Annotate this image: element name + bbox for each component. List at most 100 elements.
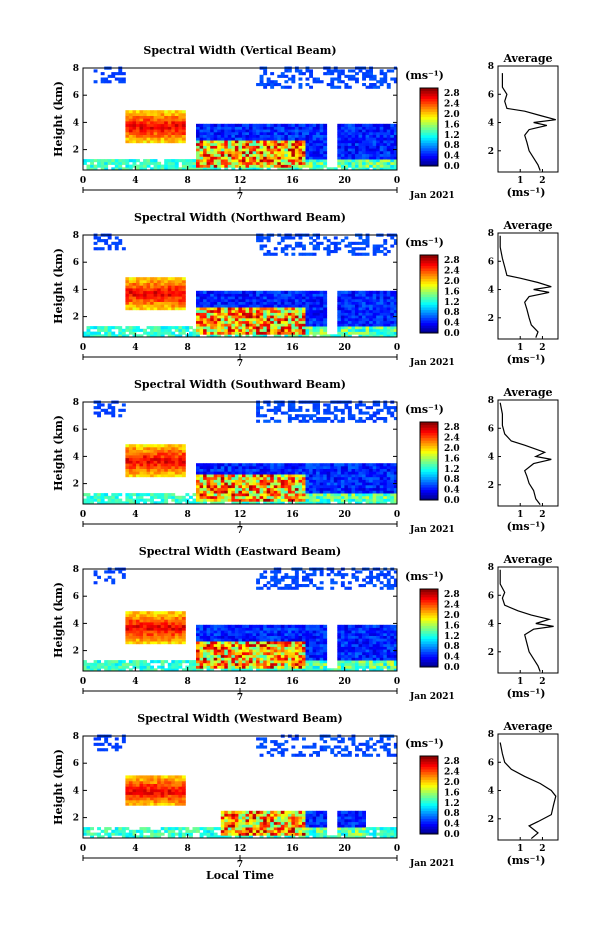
heat-cell xyxy=(157,288,161,291)
heat-cell xyxy=(383,403,387,406)
heat-cell xyxy=(337,69,341,72)
heat-cell xyxy=(352,493,356,496)
heat-cell xyxy=(334,414,338,417)
heat-cell xyxy=(242,469,246,472)
heat-cell xyxy=(299,466,303,469)
heat-cell xyxy=(376,127,380,130)
heat-cell xyxy=(348,291,352,294)
heat-cell xyxy=(330,78,334,81)
heat-cell xyxy=(344,406,348,409)
heat-cell xyxy=(140,283,144,286)
heat-cell xyxy=(313,321,317,324)
heat-cell xyxy=(348,412,352,415)
heat-cell xyxy=(341,143,345,146)
heat-cell xyxy=(380,466,384,469)
heat-cell xyxy=(164,291,168,294)
heat-cell xyxy=(270,296,274,299)
heat-cell xyxy=(366,499,370,502)
heat-cell xyxy=(341,420,345,423)
heat-cell xyxy=(210,625,214,628)
heat-cell xyxy=(164,614,168,617)
heat-cell xyxy=(344,329,348,332)
heat-cell xyxy=(140,447,144,450)
colorbar-tick-label: 0.8 xyxy=(444,475,460,485)
heat-cell xyxy=(277,165,281,168)
heat-cell xyxy=(249,302,253,305)
heat-cell xyxy=(376,471,380,474)
heat-cell xyxy=(387,323,391,326)
heat-cell xyxy=(352,315,356,318)
heat-cell xyxy=(373,253,377,256)
heat-cell xyxy=(161,137,165,140)
heat-cell xyxy=(182,124,186,127)
heat-cell xyxy=(210,148,214,151)
date-marker: 7 xyxy=(237,359,243,369)
heat-cell xyxy=(387,291,391,294)
heat-cell xyxy=(161,452,165,455)
heat-cell xyxy=(143,332,147,335)
heat-cell xyxy=(164,302,168,305)
heat-cell xyxy=(376,250,380,253)
heat-cell xyxy=(263,127,267,130)
heat-cell xyxy=(376,304,380,307)
heat-cell xyxy=(178,294,182,297)
heat-cell xyxy=(154,463,158,466)
heat-cell xyxy=(210,129,214,132)
heat-cell xyxy=(200,482,204,485)
heat-cell xyxy=(224,630,228,633)
heat-cell xyxy=(390,299,394,302)
heat-cell xyxy=(373,154,377,157)
heat-cell xyxy=(366,477,370,480)
heat-cell xyxy=(256,148,260,151)
heat-cell xyxy=(224,146,228,149)
heat-cell xyxy=(334,409,338,412)
heat-cell xyxy=(161,663,165,666)
heat-cell xyxy=(125,622,129,625)
heat-cell xyxy=(263,485,267,488)
heat-cell xyxy=(147,466,151,469)
heat-cell xyxy=(281,129,285,132)
heat-cell xyxy=(348,159,352,162)
heat-cell xyxy=(224,666,228,669)
heat-cell xyxy=(164,471,168,474)
heat-cell xyxy=(235,315,239,318)
heat-cell xyxy=(203,307,207,310)
heat-cell xyxy=(253,480,257,483)
heat-cell xyxy=(143,118,147,121)
heat-cell xyxy=(383,482,387,485)
heat-cell xyxy=(200,310,204,313)
profile-y-tick-label: 8 xyxy=(488,229,494,239)
heat-cell xyxy=(242,156,246,159)
heat-cell xyxy=(383,480,387,483)
heat-cell xyxy=(87,663,91,666)
heat-cell xyxy=(323,140,327,143)
heat-cell xyxy=(387,480,391,483)
heat-cell xyxy=(267,132,271,135)
heat-cell xyxy=(203,148,207,151)
heat-cell xyxy=(108,499,112,502)
heat-cell xyxy=(242,663,246,666)
heat-cell xyxy=(291,294,295,297)
heat-cell xyxy=(147,118,151,121)
heat-cell xyxy=(316,291,320,294)
heat-cell xyxy=(263,304,267,307)
heat-cell xyxy=(182,461,186,464)
heat-cell xyxy=(228,154,232,157)
heat-cell xyxy=(373,307,377,310)
heat-cell xyxy=(228,636,232,639)
heat-cell xyxy=(299,78,303,81)
heat-cell xyxy=(129,641,133,644)
heat-cell xyxy=(256,641,260,644)
heat-cell xyxy=(210,127,214,130)
heat-cell xyxy=(313,315,317,318)
heat-cell xyxy=(352,162,356,165)
heat-cell xyxy=(359,156,363,159)
heat-cell xyxy=(362,313,366,316)
heat-cell xyxy=(274,420,278,423)
heat-cell xyxy=(246,638,250,641)
heat-cell xyxy=(316,403,320,406)
heat-cell xyxy=(171,299,175,302)
heat-cell xyxy=(323,310,327,313)
heat-cell xyxy=(150,633,154,636)
heat-cell xyxy=(238,304,242,307)
